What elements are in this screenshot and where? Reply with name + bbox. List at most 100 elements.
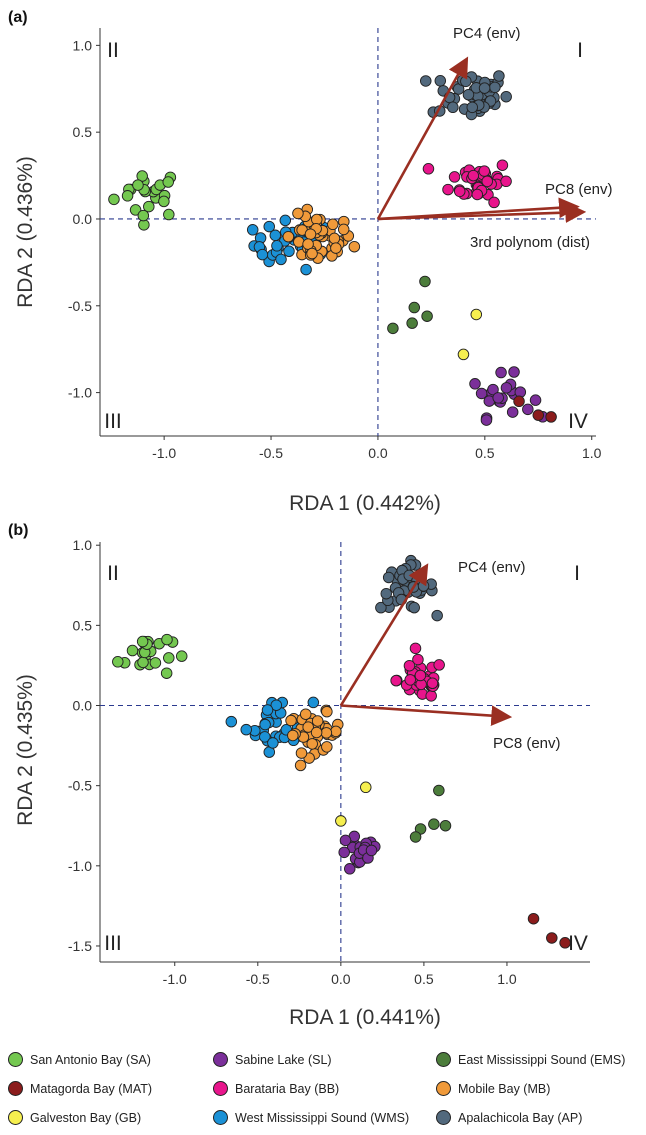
point-sl: [492, 392, 504, 404]
point-sl: [475, 387, 488, 400]
y-axis-title: RDA 2 (0.435%): [14, 674, 37, 826]
loading-arrow: [376, 56, 469, 220]
quadrant-label-ii: II: [107, 562, 119, 585]
point-sl: [339, 834, 352, 847]
point-sl: [508, 366, 520, 378]
point-mb: [302, 721, 314, 733]
legend: San Antonio Bay (SA) Sabine Lake (SL) East…: [0, 1040, 646, 1135]
y-tick-label: 0.5: [73, 124, 93, 140]
point-bb: [412, 653, 424, 666]
point-sa: [161, 633, 173, 646]
point-sa: [160, 667, 173, 679]
point-bb: [496, 159, 509, 171]
point-gb: [360, 781, 372, 794]
point-sa: [126, 644, 139, 657]
point-sl: [487, 383, 499, 396]
point-gb: [470, 308, 483, 321]
point-sa: [149, 657, 162, 669]
arrow-label: PC4 (env): [458, 559, 526, 576]
point-sa: [137, 209, 150, 222]
point-sa: [137, 656, 149, 669]
y-tick-label: -1.0: [68, 385, 92, 401]
point-sl: [469, 378, 481, 390]
x-tick-label: 1.0: [582, 445, 602, 461]
point-ap: [447, 101, 459, 114]
point-bb: [403, 659, 416, 672]
point-sa: [158, 195, 170, 208]
legend-marker: [213, 1110, 228, 1125]
point-ems: [409, 831, 422, 843]
quadrant-label-iii: III: [104, 410, 122, 433]
point-bb: [414, 669, 427, 682]
legend-item-ems: East Mississippi Sound (EMS): [436, 1052, 625, 1067]
point-ap: [500, 90, 512, 103]
point-mat: [546, 932, 558, 944]
point-ap: [375, 601, 387, 614]
point-ems: [387, 322, 399, 335]
quadrant-label-iv: IV: [568, 932, 588, 955]
point-mb: [321, 741, 333, 753]
point-mb: [285, 714, 297, 727]
legend-label: West Mississippi Sound (WMS): [235, 1110, 410, 1125]
point-mb: [287, 729, 299, 742]
legend-item-ap: Apalachicola Bay (AP): [436, 1110, 582, 1125]
point-mb: [328, 232, 341, 245]
point-sa: [132, 179, 144, 191]
legend-marker: [8, 1110, 23, 1125]
point-wms: [240, 723, 252, 736]
point-ap: [431, 609, 443, 622]
point-bb: [488, 196, 500, 209]
point-ems: [439, 819, 452, 832]
x-tick-label: -0.5: [246, 971, 270, 987]
point-mb: [306, 738, 318, 750]
point-wms: [267, 737, 279, 749]
x-tick-label: 1.0: [497, 971, 517, 987]
x-tick-label: -1.0: [163, 971, 187, 987]
y-tick-label: -0.5: [68, 778, 92, 794]
legend-item-sl: Sabine Lake (SL): [213, 1052, 332, 1067]
legend-item-sa: San Antonio Bay (SA): [8, 1052, 151, 1067]
point-ems: [428, 818, 440, 830]
point-bb: [448, 171, 461, 183]
y-tick-label: -1.0: [68, 858, 92, 874]
legend-item-mb: Mobile Bay (MB): [436, 1081, 550, 1096]
point-ap: [478, 82, 491, 94]
point-bb: [409, 642, 422, 655]
point-wms: [259, 718, 271, 731]
legend-label: East Mississippi Sound (EMS): [458, 1052, 626, 1067]
legend-label: Barataria Bay (BB): [235, 1081, 340, 1096]
point-ap: [382, 571, 395, 584]
point-wms: [307, 696, 320, 709]
x-tick-label: -0.5: [259, 445, 283, 461]
quadrant-label-i: I: [577, 39, 583, 62]
point-bb: [433, 659, 445, 671]
point-ems: [406, 317, 418, 329]
point-sl: [480, 414, 493, 426]
loading-arrow: [339, 563, 429, 707]
point-mb: [337, 223, 350, 236]
legend-label: Sabine Lake (SL): [235, 1052, 332, 1067]
arrow-label: PC8 (env): [545, 181, 613, 198]
x-tick-label: 0.0: [368, 445, 388, 461]
quadrant-label-i: I: [574, 562, 580, 585]
point-mb: [330, 242, 342, 254]
legend-marker: [436, 1110, 451, 1125]
legend-marker: [213, 1052, 228, 1067]
point-ems: [408, 301, 421, 314]
point-sa: [175, 650, 188, 662]
point-mb: [306, 247, 318, 260]
point-mat: [559, 937, 571, 949]
point-gb: [335, 815, 347, 827]
point-bb: [467, 169, 480, 182]
point-bb: [442, 183, 454, 196]
point-wms: [283, 245, 295, 258]
point-mb: [304, 228, 317, 240]
point-ap: [462, 88, 475, 101]
point-sa: [129, 204, 142, 216]
legend-label: Galveston Bay (GB): [30, 1110, 142, 1125]
point-sl: [529, 394, 542, 406]
legend-item-gb: Galveston Bay (GB): [8, 1110, 141, 1125]
x-tick-label: 0.5: [414, 971, 434, 987]
legend-marker: [436, 1081, 451, 1096]
point-mb: [295, 747, 308, 759]
